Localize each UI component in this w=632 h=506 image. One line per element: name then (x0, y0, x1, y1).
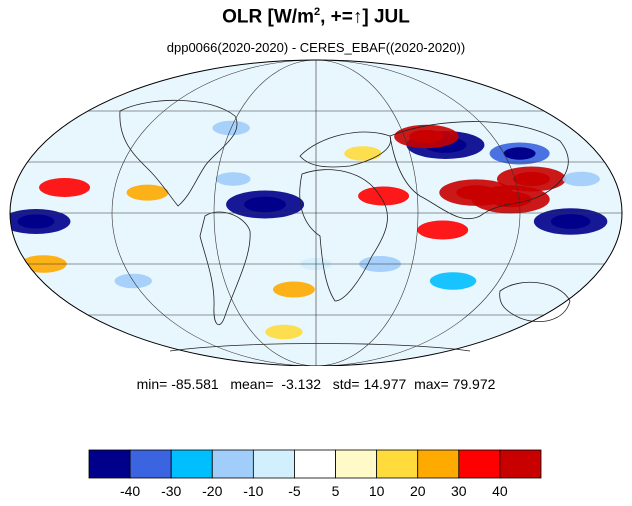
colorbar-swatch-1 (129, 449, 172, 479)
coast-australia (499, 281, 571, 322)
colorbar-tick-label: 10 (369, 483, 385, 499)
coast-antarctica (169, 343, 471, 352)
title-text: OLR [W/m (222, 6, 314, 28)
colorbar-swatch-2 (170, 449, 213, 479)
stat-max-label: max= (414, 376, 449, 392)
colorbar-swatch-0 (88, 449, 131, 479)
colorbar-tick-label: 40 (492, 483, 508, 499)
field-anomaly-18 (215, 172, 251, 186)
colorbar-swatch-3 (211, 449, 254, 479)
coast-europe (299, 131, 391, 168)
field-anomaly-21 (562, 171, 600, 187)
stat-min-label: min= (136, 376, 168, 392)
colorbar-swatch-10 (499, 449, 542, 479)
colorbar-swatch-5 (294, 449, 336, 479)
map-subtitle: dpp0066(2020-2020) - CERES_EBAF((2020-20… (166, 40, 466, 55)
field-anomaly-10 (417, 220, 469, 240)
field-anomaly-22 (429, 272, 477, 290)
coast-asia (389, 121, 569, 220)
map-title: OLR [W/m2, +=↑] JUL (0, 6, 632, 28)
colorbar-tick-label: 5 (332, 483, 340, 499)
globe-outline (9, 59, 623, 366)
stat-mean-value: -3.132 (281, 376, 322, 392)
colorbar-tick-label: 20 (410, 483, 426, 499)
colorbar-legend: -40 -30 -20 -10 -5 5 10 20 30 40 (88, 449, 542, 499)
colorbar-swatch-7 (376, 449, 419, 479)
title-suffix: ] JUL (362, 6, 410, 28)
stat-mean-label: mean= (230, 376, 274, 392)
field-anomaly-core-9 (409, 129, 444, 144)
colorbar-tick-label: -30 (161, 483, 181, 499)
colorbar-tick-label: -20 (202, 483, 222, 499)
up-arrow-icon: ↑ (352, 6, 363, 28)
stat-min-value: -85.581 (171, 376, 219, 392)
title-middle: , += (320, 6, 353, 28)
stat-std-label: std= (332, 376, 360, 392)
field-anomaly-11 (358, 186, 410, 206)
field-anomaly-core-1 (550, 214, 591, 229)
stat-max-value: 79.972 (452, 376, 496, 392)
field-anomaly-16 (265, 324, 303, 340)
field-anomaly-14 (126, 184, 169, 201)
colorbar-tick-label: -10 (243, 483, 263, 499)
colorbar-tick-label: 30 (451, 483, 467, 499)
colorbar-swatch-9 (458, 449, 501, 479)
field-anomaly-13 (39, 178, 91, 197)
field-anomaly-core-4 (17, 214, 55, 229)
colorbar-tick-label: -5 (288, 483, 301, 499)
coast-north-america (119, 99, 238, 207)
colorbar-tick-label: -40 (120, 483, 140, 499)
stat-std-value: 14.977 (363, 376, 407, 392)
coast-south-america (199, 211, 251, 326)
colorbar-swatch-4 (252, 449, 295, 479)
colorbar-swatch-6 (335, 449, 378, 479)
field-anomaly-12 (344, 146, 382, 161)
statistics-line: min= -85.581 mean= -3.132 std= 14.977 ma… (0, 376, 632, 392)
field-anomaly-core-8 (512, 172, 550, 186)
field-anomaly-15 (272, 281, 315, 298)
field-anomaly-core-0 (244, 196, 287, 213)
title-superscript: 2 (313, 6, 321, 18)
field-anomaly-core-7 (489, 191, 532, 208)
colorbar-swatch-8 (417, 449, 460, 479)
field-anomaly-core-3 (503, 147, 536, 160)
olr-difference-map (9, 59, 623, 366)
